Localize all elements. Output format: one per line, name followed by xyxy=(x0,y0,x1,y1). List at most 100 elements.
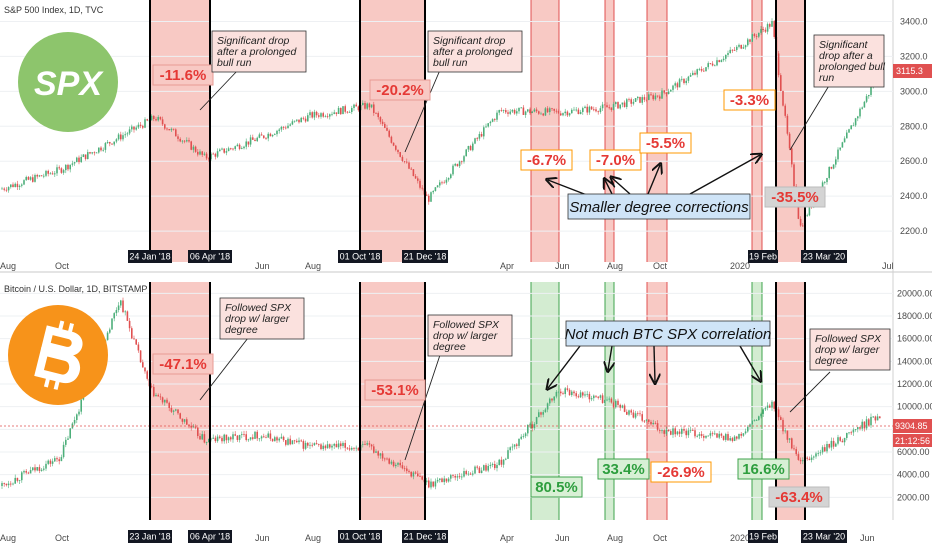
btc-y-tick: 2000.00 xyxy=(897,492,930,502)
spx-y-tick: 3400.0 xyxy=(900,16,928,26)
btc-pct-box xyxy=(364,379,426,401)
btc-note xyxy=(219,297,305,340)
btc-pct-box xyxy=(768,486,830,508)
btc-y-tick: 14000.00 xyxy=(897,356,932,366)
btc-red-zone xyxy=(150,282,210,520)
spx-logo-text: SPX xyxy=(34,65,104,103)
spx-note xyxy=(813,34,885,88)
btc-pct-label: -63.4% xyxy=(775,489,823,506)
date-label: 21 Dec '18 xyxy=(404,532,447,542)
btc-pct-box xyxy=(597,458,650,480)
spx-y-tick: 2600.0 xyxy=(900,156,928,166)
btc-note xyxy=(809,328,891,371)
date-label: 01 Oct '18 xyxy=(340,252,381,262)
svg-text:9304.85: 9304.85 xyxy=(895,421,928,431)
spx-note-line: after a prolonged xyxy=(433,46,514,58)
spx-x-tick: Jun xyxy=(555,261,570,271)
btc-note xyxy=(427,314,513,357)
btc-candles xyxy=(1,297,881,490)
spx-x-tick: Aug xyxy=(305,261,321,271)
spx-note xyxy=(211,30,307,73)
btc-note-line: degree xyxy=(815,355,848,367)
spx-note-line: Significant drop xyxy=(433,35,506,47)
btc-y-tick: 16000.00 xyxy=(897,334,932,344)
btc-note-line: Followed SPX xyxy=(815,333,882,345)
spx-price-tag: 3115.3 xyxy=(893,64,932,78)
spx-red-zone xyxy=(752,0,762,262)
spx-x-tick: Jul xyxy=(882,261,894,271)
spx-red-zone xyxy=(605,0,614,262)
spx-pct-box xyxy=(764,186,826,208)
btc-green-zone xyxy=(752,282,762,520)
date-label: 19 Feb xyxy=(749,532,777,542)
btc-y-tick: 10000.00 xyxy=(897,402,932,412)
correlation-callout: Not much BTC SPX correlation xyxy=(565,320,772,347)
btc-pct-box xyxy=(650,461,712,483)
spx-y-tick: 3200.0 xyxy=(900,51,928,61)
spx-red-zone xyxy=(776,0,805,262)
btc-x-tick: Aug xyxy=(0,533,16,543)
btc-pct-label: -26.9% xyxy=(657,464,705,481)
btc-pct-label: -53.1% xyxy=(371,382,419,399)
btc-red-zone xyxy=(360,282,425,520)
svg-text:Smaller degree corrections: Smaller degree corrections xyxy=(569,199,749,216)
spx-pct-label: -20.2% xyxy=(376,82,424,99)
spx-pct-box xyxy=(369,79,431,101)
spx-y-tick: 2400.0 xyxy=(900,191,928,201)
btc-x-tick: Aug xyxy=(607,533,623,543)
spx-title: S&P 500 Index, 1D, TVC xyxy=(4,5,104,15)
spx-logo: SPX xyxy=(18,32,118,132)
svg-text:Not much BTC SPX correlation: Not much BTC SPX correlation xyxy=(565,326,772,343)
smaller-degree-callout: Smaller degree corrections xyxy=(567,193,751,220)
spx-x-tick: Oct xyxy=(653,261,668,271)
spx-x-tick: Apr xyxy=(500,261,514,271)
spx-note-line: drop after a xyxy=(819,50,873,62)
spx-x-tick: Aug xyxy=(0,261,16,271)
spx-pct-label: -35.5% xyxy=(771,189,819,206)
spx-x-tick: Jun xyxy=(255,261,270,271)
spx-red-zone xyxy=(647,0,667,262)
btc-note-line: Followed SPX xyxy=(225,302,292,314)
svg-text:21:12:56: 21:12:56 xyxy=(895,436,930,446)
btc-x-tick: Oct xyxy=(55,533,70,543)
date-label: 23 Mar '20 xyxy=(803,532,845,542)
spx-x-tick: 2020 xyxy=(730,261,750,271)
btc-price-tag: 9304.85 21:12:56 xyxy=(893,419,932,447)
spx-pct-label: -5.5% xyxy=(646,135,685,152)
spx-y-tick: 3000.0 xyxy=(900,86,928,96)
btc-pct-label: 33.4% xyxy=(602,461,645,478)
spx-note-line: Significant xyxy=(819,39,869,51)
date-label: 23 Jan '18 xyxy=(129,532,170,542)
btc-y-tick: 6000.00 xyxy=(897,447,930,457)
btc-red-zone xyxy=(776,282,805,520)
btc-x-tick: 2020 xyxy=(730,533,750,543)
spx-note xyxy=(427,30,523,73)
btc-note-line: drop w/ larger xyxy=(433,330,498,342)
btc-x-tick: Jun xyxy=(255,533,270,543)
spx-y-tick: 2800.0 xyxy=(900,121,928,131)
btc-red-zone xyxy=(647,282,667,520)
spx-pct-label: -7.0% xyxy=(596,152,635,169)
btc-x-tick: Apr xyxy=(500,533,514,543)
spx-pct-box xyxy=(639,132,692,154)
btc-pct-box xyxy=(530,476,583,498)
spx-pct-box xyxy=(520,149,573,171)
date-label: 06 Apr '18 xyxy=(190,532,230,542)
bitcoin-logo-icon xyxy=(8,305,108,405)
spx-pct-label: -3.3% xyxy=(730,92,769,109)
spx-pct-box xyxy=(723,89,776,111)
spx-note-line: bull run xyxy=(217,57,252,69)
spx-y-tick: 2200.0 xyxy=(900,226,928,236)
date-label: 19 Feb xyxy=(749,252,777,262)
btc-y-tick: 20000.00 xyxy=(897,288,932,298)
date-label: 23 Mar '20 xyxy=(803,252,845,262)
btc-y-tick: 4000.00 xyxy=(897,470,930,480)
btc-note-line: degree xyxy=(225,324,258,336)
btc-pct-box xyxy=(152,353,214,375)
spx-red-zone xyxy=(150,0,210,262)
btc-note-line: Followed SPX xyxy=(433,319,500,331)
btc-pct-label: -47.1% xyxy=(159,356,207,373)
spx-note-line: run xyxy=(819,72,834,84)
btc-pct-label: 16.6% xyxy=(742,461,785,478)
